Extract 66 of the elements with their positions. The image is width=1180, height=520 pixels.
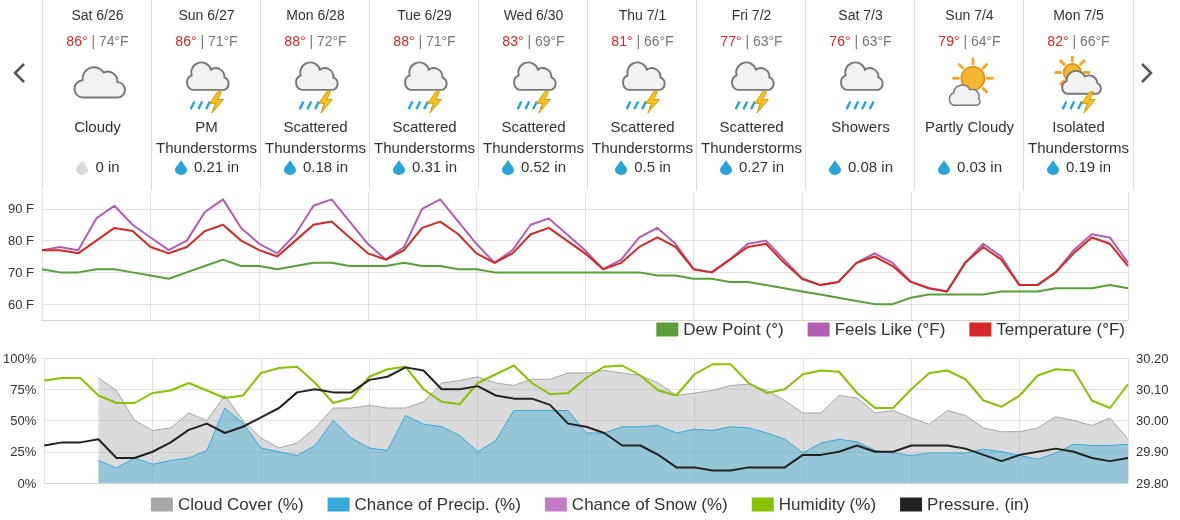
text: Scattered Thunderstorms [482,117,585,158]
category-label: Sat 6/26 [70,7,125,23]
y-tick-label: 0% [17,475,37,491]
y-tick-label: 60 F [7,296,35,312]
text: 79° | 64°F [938,33,1001,49]
text: 82° | 66°F [1047,33,1110,49]
text: Scattered Thunderstorms [591,117,694,158]
text: Scattered Thunderstorms [700,117,803,158]
text: 76° | 63°F [829,33,892,49]
legend-label: Pressure. (in) [927,495,1030,514]
text: 0.03 in [956,158,1003,175]
text: Scattered Thunderstorms [264,117,367,158]
y-tick-label: 100% [3,350,37,366]
category-label: Mon 7/5 [1052,7,1105,23]
category-label: Fri 7/2 [730,7,773,23]
text: 0.18 in [302,158,349,175]
text: 77° | 63°F [720,33,783,49]
y2-tick-label: 29.80 [1136,475,1169,491]
line-series [43,366,1129,472]
y2-tick-label: 30.20 [1136,350,1169,366]
text: Partly Cloudy [923,117,1016,137]
text: 0.21 in [193,158,240,175]
y-tick-label: 25% [10,444,37,460]
y-tick-label: 80 F [7,233,35,249]
line-series [41,220,1129,293]
category-label: Sun 6/27 [177,7,236,23]
legend-label: Cloud Cover (%) [177,495,304,514]
text: PM Thunderstorms [155,117,258,158]
category-label: Wed 6/30 [502,7,565,23]
y-tick-label: 70 F [7,264,35,280]
legend-label: Feels Like (°F) [834,320,946,339]
category-label: Mon 6/28 [285,7,346,23]
text: 83° | 69°F [502,33,565,49]
category-label: Thu 7/1 [617,7,668,23]
y-tick-label: 50% [10,413,37,428]
text: 81° | 66°F [611,33,674,49]
text: 86° | 71°F [175,33,238,49]
line-series [43,363,1129,409]
text: 88° | 71°F [393,33,456,49]
legend-label: Dew Point (°) [683,320,784,339]
text: Isolated Thunderstorms [1027,117,1130,158]
y2-tick-label: 29.90 [1136,444,1169,460]
legend-label: Chance of Precip. (%) [354,495,521,514]
text: 88° | 72°F [284,33,347,49]
category-label: Sat 7/3 [837,7,884,23]
text: Showers [830,117,891,137]
category-label: Tue 6/29 [396,7,453,23]
text: 0.52 in [520,158,567,175]
line-series [41,258,1129,306]
text: 0.5 in [634,158,671,175]
text: 0.31 in [411,158,458,175]
y-tick-label: 75% [10,381,37,397]
text: Cloudy [73,117,122,137]
y-tick-label: 90 F [7,201,35,217]
text: 86° | 74°F [66,33,129,49]
text: Scattered Thunderstorms [373,117,476,158]
text: 0.08 in [847,158,894,175]
category-label: Sun 7/4 [944,7,995,23]
y2-tick-label: 30.10 [1136,381,1169,397]
y2-tick-label: 30.00 [1136,413,1169,428]
legend-label: Chance of Snow (%) [571,495,728,514]
legend-label: Humidity (%) [778,495,877,514]
text: 0.27 in [738,158,785,175]
text: 0.19 in [1065,158,1112,175]
text: 0 in [95,158,120,175]
legend-label: Temperature (°F) [996,320,1126,339]
